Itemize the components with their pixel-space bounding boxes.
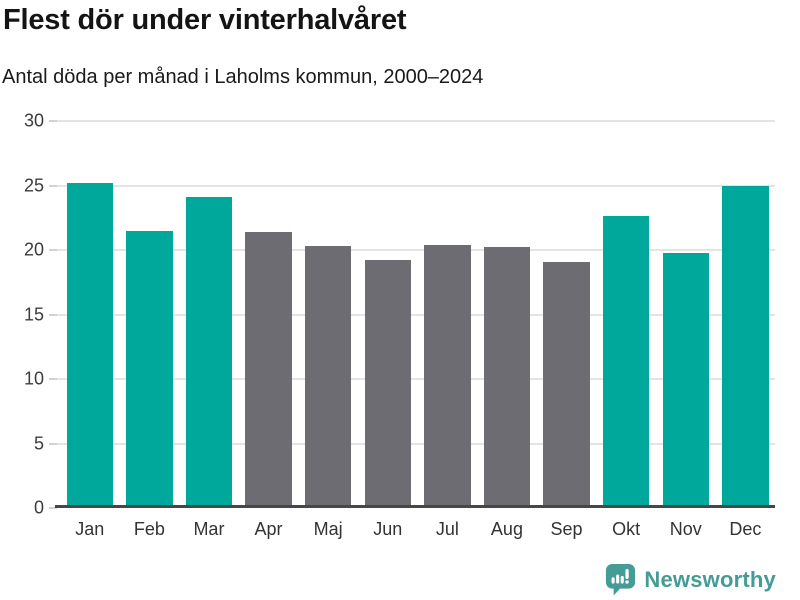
bar-mar: [185, 197, 233, 508]
y-tick-label-25: 25: [23, 175, 44, 195]
bar-aug: [483, 247, 531, 508]
newsworthy-logo[interactable]: Newsworthy: [605, 563, 776, 596]
bar-dec: [722, 185, 769, 508]
y-tick-label-30: 30: [23, 110, 44, 131]
gridline-5: [57, 442, 775, 445]
bar-jun: [364, 260, 411, 508]
y-tick-label-20: 20: [23, 239, 44, 260]
newsworthy-logo-icon: [606, 564, 636, 596]
gridline-10: [57, 378, 775, 380]
newsworthy-logo-text: Newsworthy: [644, 566, 776, 592]
chart-subtitle: Antal döda per månad i Laholms kommun, 2…: [2, 66, 484, 88]
bar-apr: [245, 231, 292, 508]
y-tick-25: [49, 184, 57, 187]
bar-sep: [543, 261, 590, 508]
x-tick-label-feb: Feb: [133, 519, 165, 539]
x-tick-label-maj: Maj: [313, 519, 343, 539]
y-tick-0: [49, 507, 57, 509]
x-tick-label-mar: Mar: [193, 519, 225, 539]
y-tick-20: [49, 249, 57, 251]
bar-nov: [662, 252, 709, 508]
x-tick-label-aug: Aug: [490, 519, 523, 539]
bar-jul: [424, 244, 471, 508]
y-tick-label-5: 5: [33, 433, 44, 453]
x-tick-label-sep: Sep: [550, 519, 583, 539]
x-axis-line: [55, 505, 775, 508]
y-tick-30: [49, 120, 57, 122]
gridline-30: [57, 120, 775, 122]
bar-feb: [126, 230, 173, 508]
y-tick-label-0: 0: [33, 497, 44, 518]
x-tick-label-okt: Okt: [612, 519, 641, 539]
gridline-15: [57, 313, 775, 316]
bar-maj: [304, 246, 352, 508]
y-tick-15: [49, 313, 57, 316]
x-tick-label-jun: Jun: [373, 519, 403, 539]
x-tick-label-jul: Jul: [435, 519, 459, 539]
x-tick-label-dec: Dec: [729, 519, 762, 539]
bar-okt: [602, 216, 650, 508]
gridline-25: [57, 184, 775, 187]
chart-title: Flest dör under vinterhalvåret: [3, 4, 407, 36]
gridline-20: [57, 249, 775, 251]
y-tick-label-10: 10: [23, 368, 44, 389]
y-tick-5: [49, 442, 57, 445]
x-tick-label-apr: Apr: [254, 519, 283, 539]
bar-jan: [66, 182, 113, 508]
y-tick-label-15: 15: [23, 304, 44, 324]
y-tick-10: [49, 378, 57, 380]
x-tick-label-jan: Jan: [75, 519, 105, 539]
x-tick-label-nov: Nov: [669, 519, 702, 539]
